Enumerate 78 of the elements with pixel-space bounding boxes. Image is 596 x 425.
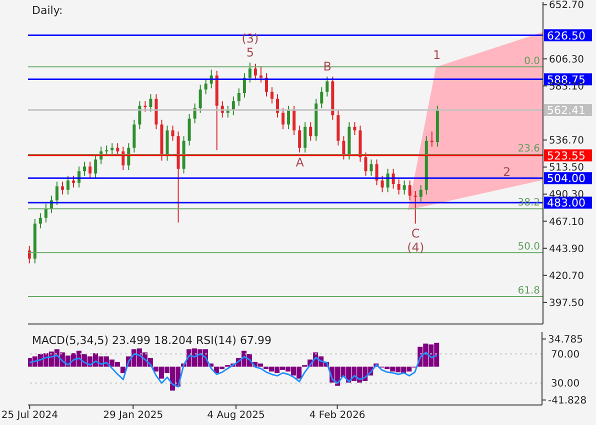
candlestick xyxy=(116,142,120,156)
ref-line-label: 562.41 xyxy=(547,104,586,118)
x-tick-label: 29 Jan 2025 xyxy=(103,410,164,422)
y-tick-label: 467.10 xyxy=(549,216,584,228)
candlestick xyxy=(78,166,81,188)
candlestick xyxy=(138,100,142,130)
candlestick xyxy=(326,76,329,97)
candlestick xyxy=(44,203,48,223)
candlestick xyxy=(408,180,412,201)
annotation: 2 xyxy=(503,165,511,179)
y-tick-label: 652.70 xyxy=(549,0,584,12)
y2-tick-label: 30.00 xyxy=(551,378,580,390)
candlestick xyxy=(353,122,356,136)
candlestick xyxy=(309,122,312,142)
annotation: (4) xyxy=(407,240,424,255)
ref-line-label: 504.00 xyxy=(547,172,586,186)
ref-line-label: 626.50 xyxy=(547,29,586,42)
candlestick xyxy=(237,88,240,106)
candlestick xyxy=(287,105,290,130)
candlestick xyxy=(132,119,136,153)
y-tick-label: 606.30 xyxy=(549,54,584,66)
candlestick xyxy=(298,125,302,153)
y-tick-label: 536.70 xyxy=(549,136,584,147)
candlestick xyxy=(402,180,406,195)
y-tick-label: 513.50 xyxy=(549,162,584,174)
candlestick xyxy=(375,159,378,186)
annotation: (3) xyxy=(242,32,259,46)
annotation: 50.0 xyxy=(518,242,540,253)
candlestick xyxy=(38,212,42,229)
candlestick xyxy=(270,86,274,104)
candlestick xyxy=(94,154,98,179)
candlestick xyxy=(232,96,235,116)
candlestick xyxy=(188,114,191,146)
annotation: 5 xyxy=(246,46,254,60)
candlestick xyxy=(370,159,373,176)
candlestick xyxy=(419,184,422,202)
y-tick-label: 420.70 xyxy=(549,270,584,282)
candlestick xyxy=(171,125,174,142)
annotation: 0.0 xyxy=(524,56,540,67)
y-tick-label: 443.90 xyxy=(549,244,584,255)
candlestick xyxy=(248,62,252,83)
candlestick xyxy=(72,175,76,188)
ref-line-label: 523.55 xyxy=(547,149,586,162)
x-tick-label: 4 Aug 2025 xyxy=(207,410,265,422)
line-series xyxy=(28,352,438,388)
candlestick xyxy=(342,136,346,160)
chart-title: Daily: xyxy=(32,4,63,17)
candlestick xyxy=(149,94,152,112)
bar xyxy=(120,366,126,374)
candlestick xyxy=(397,178,400,195)
candlestick xyxy=(380,175,384,193)
x-tick-label: 4 Feb 2026 xyxy=(309,410,366,422)
candlestick xyxy=(304,122,307,153)
candlestick xyxy=(60,181,64,195)
annotation: 61.8 xyxy=(518,285,540,296)
candlestick xyxy=(292,105,296,136)
y2-tick-label: 70.00 xyxy=(551,349,580,360)
annotation: A xyxy=(296,156,305,170)
candlestick xyxy=(254,63,257,81)
candlestick xyxy=(282,108,285,130)
candlestick xyxy=(259,66,262,83)
candlestick xyxy=(83,161,86,176)
candlestick xyxy=(66,175,70,195)
candlestick xyxy=(55,181,58,206)
y-tick-label: 397.50 xyxy=(549,298,584,309)
annotation: C xyxy=(411,226,420,241)
candlestick xyxy=(364,152,368,176)
candlestick xyxy=(204,78,208,95)
candlestick xyxy=(414,190,417,224)
candlestick xyxy=(320,86,324,109)
y-tick-label: -41.828 xyxy=(548,396,587,407)
candlestick xyxy=(198,84,202,114)
candlestick xyxy=(88,161,92,179)
chart-title: MACD(5,34,5) 23.499 18.204 RSI(14) 67.99 xyxy=(32,334,272,347)
x-tick-label: 25 Jul 2024 xyxy=(1,410,58,422)
annotation: 1 xyxy=(433,48,441,62)
y-tick-label: 34.785 xyxy=(548,334,583,346)
annotation: 23.6 xyxy=(518,143,540,154)
